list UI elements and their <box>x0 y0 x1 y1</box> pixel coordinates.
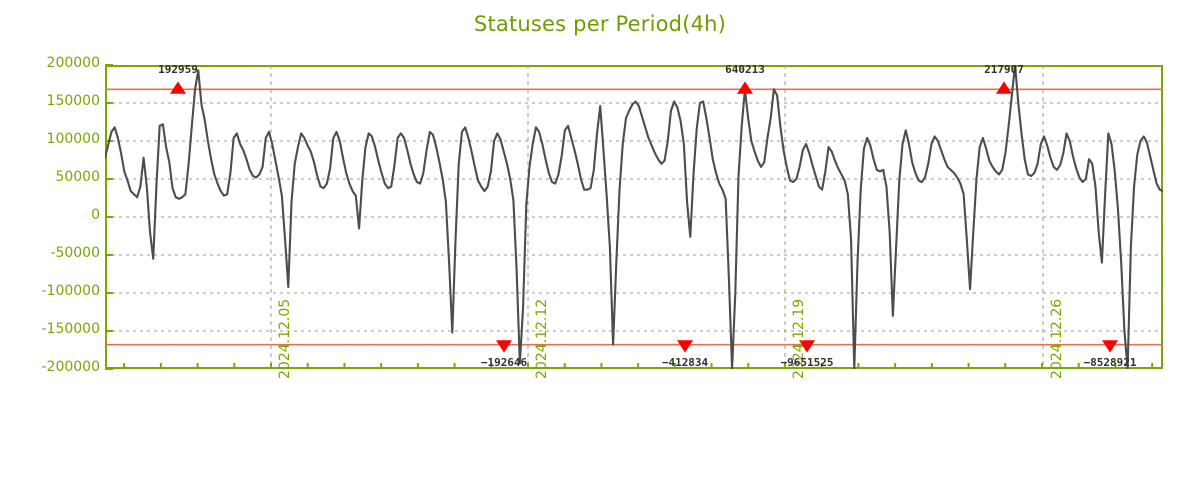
y-axis-tick-label: 50000 <box>55 169 100 185</box>
y-axis-tick-label: 200000 <box>46 55 100 71</box>
y-axis-tick-labels: 200000 150000 100000 50000 0 -50000 -100000 -15… <box>0 0 101 500</box>
x-axis-tick-label: 2024.12.12 <box>534 298 550 379</box>
annotation-label-peak-2: 640213 <box>725 63 765 77</box>
y-axis-tick-label: 0 <box>91 207 100 223</box>
y-axis-tick-label: 150000 <box>46 93 100 109</box>
y-axis-tick-label: 100000 <box>46 131 100 147</box>
y-axis-tick-label: -150000 <box>41 321 101 337</box>
annotation-label-trough-2: −412834 <box>661 355 709 369</box>
annotation-label-trough-4: −8528921 <box>1083 355 1137 369</box>
y-axis-tick-label: -200000 <box>41 359 101 375</box>
annotation-label-peak-1: 192959 <box>158 63 198 77</box>
annotation-label-peak-3: 217907 <box>984 63 1024 77</box>
x-axis-tick-label: 2024.12.26 <box>1049 298 1065 379</box>
annotation-label-trough-1: −192646 <box>480 355 528 369</box>
chart-title: Statuses per Period(4h) <box>473 12 727 36</box>
y-axis-tick-label: -50000 <box>50 245 100 261</box>
annotation-label-trough-3: −9651525 <box>780 355 834 369</box>
y-axis-tick-label: -100000 <box>41 283 101 299</box>
x-axis-tick-label: 2024.12.05 <box>277 298 293 379</box>
plot-area <box>105 65 1163 369</box>
